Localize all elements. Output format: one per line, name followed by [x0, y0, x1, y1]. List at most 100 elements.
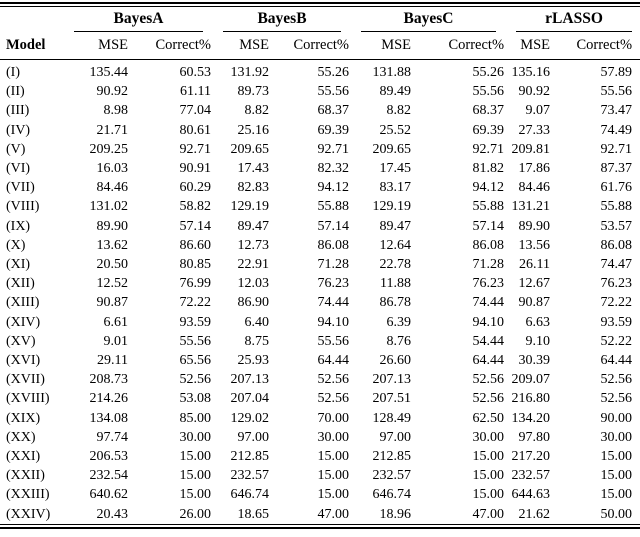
value-cell: 129.19	[230, 199, 270, 215]
value-cell: 76.23	[600, 276, 633, 292]
value-cell: 208.73	[89, 372, 129, 388]
value-cell: 47.00	[317, 506, 350, 522]
value-cell: 216.80	[511, 391, 551, 407]
model-cell: (IV)	[6, 122, 31, 138]
group-header-bayesb: BayesB	[211, 7, 349, 32]
model-cell: (XXII)	[6, 468, 45, 484]
top-double-rule	[0, 2, 640, 7]
value-cell: 25.93	[237, 353, 270, 369]
value-cell: 47.00	[472, 506, 505, 522]
value-cell: 18.96	[379, 506, 412, 522]
value-cell: 30.00	[317, 429, 350, 445]
value-cell: 52.56	[600, 391, 633, 407]
value-cell: 212.85	[372, 449, 412, 465]
value-cell: 30.00	[179, 429, 212, 445]
value-cell: 92.71	[317, 141, 350, 157]
value-cell: 65.56	[179, 353, 212, 369]
table-row: (XIII) 90.87 72.22 86.90 74.44 86.78 74.…	[0, 293, 640, 312]
value-cell: 70.00	[317, 410, 350, 426]
value-cell: 52.56	[472, 372, 505, 388]
table-row: (V) 209.25 92.71 209.65 92.71 209.65 92.…	[0, 140, 640, 159]
value-cell: 90.91	[179, 161, 212, 177]
value-cell: 52.56	[317, 391, 350, 407]
value-cell: 232.57	[230, 468, 270, 484]
model-cell: (IX)	[6, 218, 31, 234]
value-cell: 15.00	[472, 449, 505, 465]
table-row: (XII) 12.52 76.99 12.03 76.23 11.88 76.2…	[0, 274, 640, 293]
value-cell: 134.20	[511, 410, 551, 426]
value-cell: 80.61	[179, 122, 212, 138]
value-cell: 16.03	[96, 161, 129, 177]
value-cell: 54.44	[472, 333, 505, 349]
value-cell: 94.12	[317, 180, 350, 196]
value-cell: 13.62	[96, 237, 129, 253]
value-cell: 12.67	[518, 276, 551, 292]
value-cell: 8.76	[386, 333, 412, 349]
bayesc-correct-header: Correct%	[411, 32, 505, 60]
bayesb-mse-header: MSE	[211, 32, 270, 60]
value-cell: 30.39	[518, 353, 551, 369]
bottom-double-rule	[0, 523, 640, 529]
value-cell: 82.32	[317, 161, 350, 177]
value-cell: 52.56	[179, 372, 212, 388]
group-header-bayesa-label: BayesA	[74, 9, 204, 32]
value-cell: 84.46	[518, 180, 551, 196]
value-cell: 62.50	[472, 410, 505, 426]
value-cell: 58.82	[179, 199, 212, 215]
value-cell: 90.87	[518, 295, 551, 311]
table-row: (II) 90.92 61.11 89.73 55.56 89.49 55.56…	[0, 82, 640, 101]
value-cell: 15.00	[472, 487, 505, 503]
value-cell: 60.53	[179, 65, 212, 80]
value-cell: 55.26	[472, 65, 505, 80]
table-row: (XXII) 232.54 15.00 232.57 15.00 232.57 …	[0, 466, 640, 485]
value-cell: 83.17	[379, 180, 412, 196]
value-cell: 89.49	[379, 84, 412, 100]
value-cell: 52.56	[472, 391, 505, 407]
value-cell: 55.26	[317, 65, 350, 80]
model-cell: (VII)	[6, 180, 35, 196]
value-cell: 11.88	[380, 276, 412, 292]
value-cell: 55.88	[600, 199, 633, 215]
value-cell: 15.00	[179, 449, 212, 465]
model-cell: (X)	[6, 237, 26, 253]
value-cell: 232.57	[372, 468, 412, 484]
value-cell: 209.65	[230, 141, 270, 157]
value-cell: 80.85	[179, 257, 212, 273]
table-row: (I) 135.44 60.53 131.92 55.26 131.88 55.…	[0, 60, 640, 83]
model-cell: (XXI)	[6, 449, 41, 465]
value-cell: 92.71	[600, 141, 633, 157]
value-cell: 68.37	[472, 103, 505, 119]
table-body: (I) 135.44 60.53 131.92 55.26 131.88 55.…	[0, 60, 640, 524]
value-cell: 26.60	[379, 353, 412, 369]
value-cell: 86.78	[379, 295, 412, 311]
value-cell: 129.19	[372, 199, 412, 215]
value-cell: 131.02	[89, 199, 129, 215]
corner-cell	[0, 7, 62, 32]
value-cell: 89.90	[518, 218, 551, 234]
value-cell: 27.33	[518, 122, 551, 138]
model-cell: (XI)	[6, 257, 31, 273]
group-header-bayesa: BayesA	[62, 7, 211, 32]
value-cell: 86.90	[237, 295, 270, 311]
value-cell: 57.89	[600, 65, 633, 80]
value-cell: 15.00	[600, 487, 633, 503]
value-cell: 93.59	[600, 314, 633, 330]
value-cell: 90.87	[96, 295, 129, 311]
value-cell: 89.73	[237, 84, 270, 100]
value-cell: 15.00	[179, 468, 212, 484]
table-row: (XXIV) 20.43 26.00 18.65 47.00 18.96 47.…	[0, 505, 640, 524]
model-cell: (XVI)	[6, 353, 41, 369]
value-cell: 207.13	[372, 372, 412, 388]
value-cell: 69.39	[317, 122, 350, 138]
value-cell: 8.82	[386, 103, 412, 119]
group-header-rlasso: rLASSO	[504, 7, 640, 32]
value-cell: 69.39	[472, 122, 505, 138]
value-cell: 64.44	[600, 353, 633, 369]
bayesb-correct-header: Correct%	[269, 32, 350, 60]
table-row: (IX) 89.90 57.14 89.47 57.14 89.47 57.14…	[0, 217, 640, 236]
model-cell: (XVII)	[6, 372, 45, 388]
value-cell: 9.07	[525, 103, 551, 119]
value-cell: 15.00	[317, 468, 350, 484]
table-row: (IV) 21.71 80.61 25.16 69.39 25.52 69.39…	[0, 121, 640, 140]
value-cell: 209.07	[511, 372, 551, 388]
